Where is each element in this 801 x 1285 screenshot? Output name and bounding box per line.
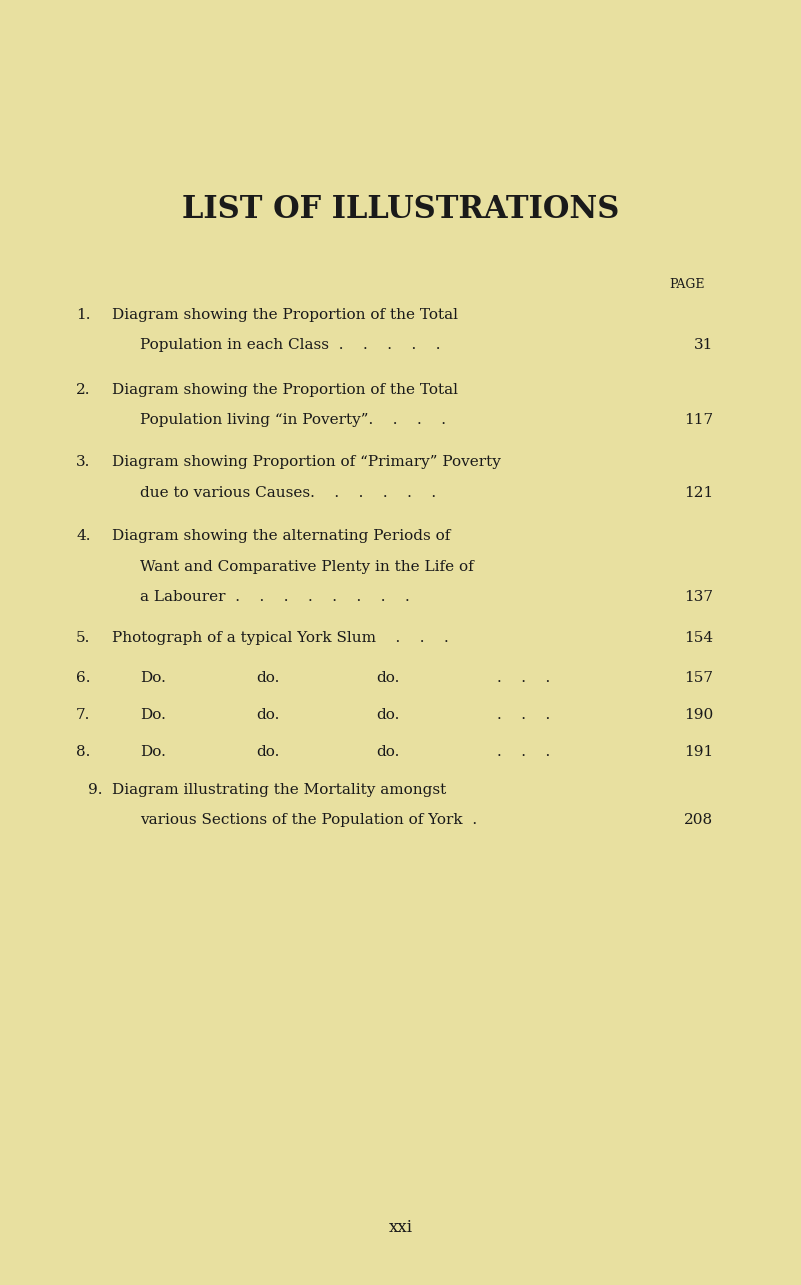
Text: 6.: 6. xyxy=(76,671,91,685)
Text: Do.: Do. xyxy=(140,671,166,685)
Text: do.: do. xyxy=(376,671,400,685)
Text: 3.: 3. xyxy=(76,455,91,469)
Text: Population living “in Poverty”.    .    .    .: Population living “in Poverty”. . . . xyxy=(140,412,446,427)
Text: do.: do. xyxy=(376,745,400,759)
Text: .    .    .: . . . xyxy=(497,745,549,759)
Text: 157: 157 xyxy=(684,671,713,685)
Text: .    .    .: . . . xyxy=(497,708,549,722)
Text: 9.: 9. xyxy=(88,783,103,797)
Text: PAGE: PAGE xyxy=(670,279,705,292)
Text: do.: do. xyxy=(376,708,400,722)
Text: Photograph of a typical York Slum    .    .    .: Photograph of a typical York Slum . . . xyxy=(112,631,449,645)
Text: xxi: xxi xyxy=(388,1218,413,1236)
Text: do.: do. xyxy=(256,671,280,685)
Text: 154: 154 xyxy=(684,631,713,645)
Text: 8.: 8. xyxy=(76,745,91,759)
Text: 208: 208 xyxy=(684,813,713,828)
Text: 7.: 7. xyxy=(76,708,91,722)
Text: Diagram showing the Proportion of the Total: Diagram showing the Proportion of the To… xyxy=(112,308,458,323)
Text: 121: 121 xyxy=(683,486,713,500)
Text: a Labourer  .    .    .    .    .    .    .    .: a Labourer . . . . . . . . xyxy=(140,590,410,604)
Text: due to various Causes.    .    .    .    .    .: due to various Causes. . . . . . xyxy=(140,486,437,500)
Text: do.: do. xyxy=(256,708,280,722)
Text: Do.: Do. xyxy=(140,708,166,722)
Text: Do.: Do. xyxy=(140,745,166,759)
Text: do.: do. xyxy=(256,745,280,759)
Text: Diagram illustrating the Mortality amongst: Diagram illustrating the Mortality among… xyxy=(112,783,446,797)
Text: 2.: 2. xyxy=(76,383,91,397)
Text: 117: 117 xyxy=(684,412,713,427)
Text: 5.: 5. xyxy=(76,631,91,645)
Text: 31: 31 xyxy=(694,338,713,352)
Text: various Sections of the Population of York  .: various Sections of the Population of Yo… xyxy=(140,813,477,828)
Text: Diagram showing the Proportion of the Total: Diagram showing the Proportion of the To… xyxy=(112,383,458,397)
Text: Diagram showing the alternating Periods of: Diagram showing the alternating Periods … xyxy=(112,529,450,544)
Text: Population in each Class  .    .    .    .    .: Population in each Class . . . . . xyxy=(140,338,441,352)
Text: 1.: 1. xyxy=(76,308,91,323)
Text: Diagram showing Proportion of “Primary” Poverty: Diagram showing Proportion of “Primary” … xyxy=(112,455,501,469)
Text: 190: 190 xyxy=(683,708,713,722)
Text: Want and Comparative Plenty in the Life of: Want and Comparative Plenty in the Life … xyxy=(140,560,474,574)
Text: 4.: 4. xyxy=(76,529,91,544)
Text: 191: 191 xyxy=(683,745,713,759)
Text: .    .    .: . . . xyxy=(497,671,549,685)
Text: LIST OF ILLUSTRATIONS: LIST OF ILLUSTRATIONS xyxy=(182,194,619,225)
Text: 137: 137 xyxy=(684,590,713,604)
